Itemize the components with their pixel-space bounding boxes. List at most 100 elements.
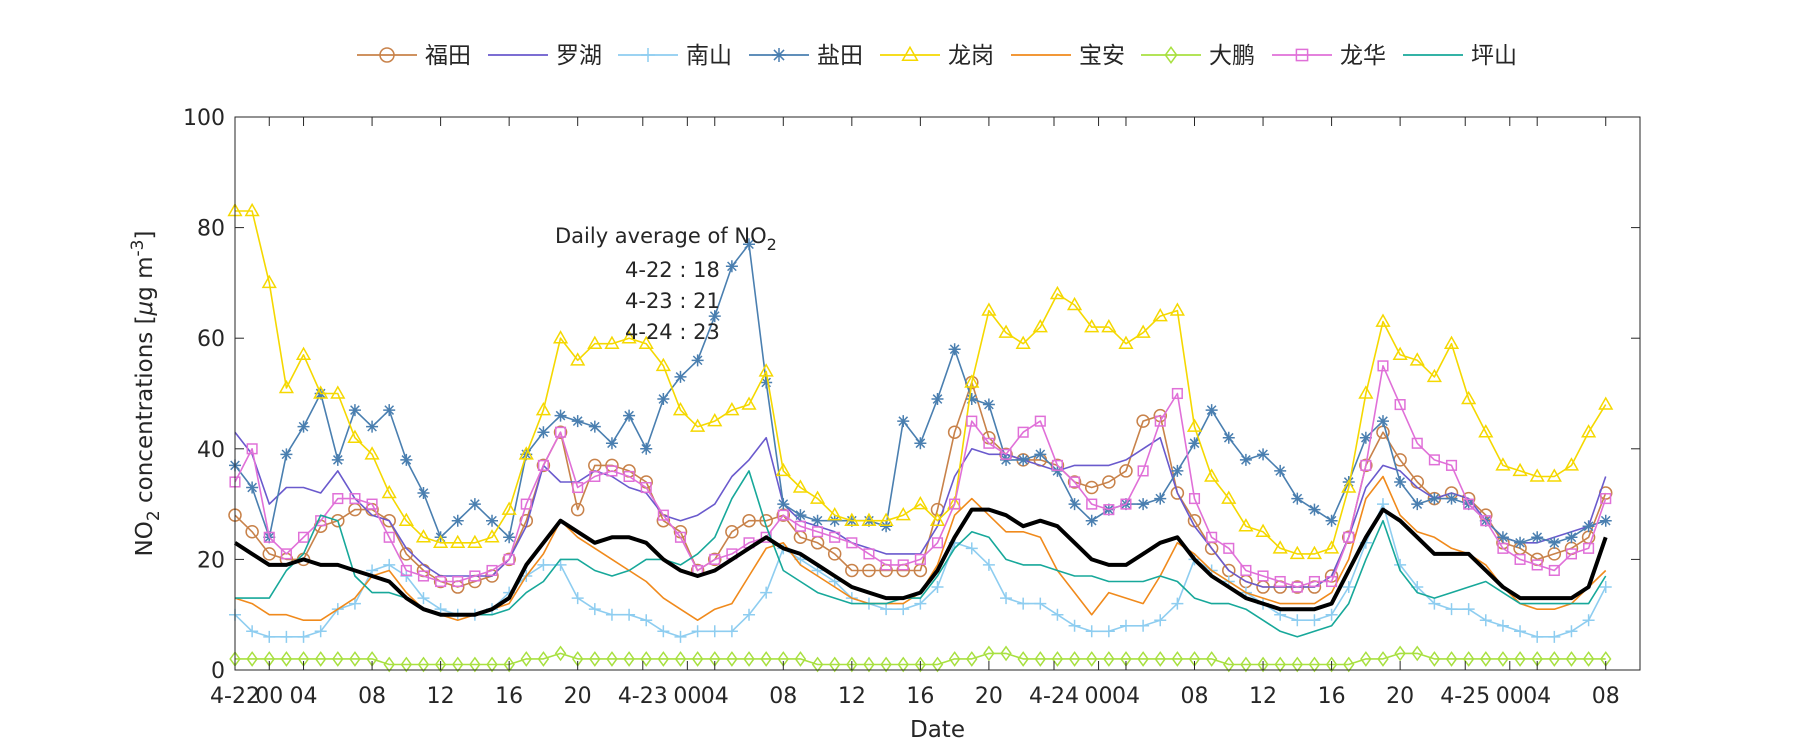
triangle-marker bbox=[1375, 313, 1391, 327]
triangle-marker bbox=[741, 396, 757, 410]
diamond-marker bbox=[1164, 46, 1178, 64]
triangle-marker bbox=[844, 512, 860, 526]
asterisk-marker bbox=[417, 487, 430, 500]
circle-marker bbox=[1084, 480, 1099, 495]
triangle-marker bbox=[912, 495, 928, 510]
plus-marker bbox=[1462, 603, 1475, 616]
square-marker bbox=[452, 575, 464, 588]
diamond-marker bbox=[1514, 651, 1526, 667]
triangle-marker bbox=[1032, 319, 1048, 333]
triangle-marker bbox=[587, 335, 603, 349]
annotation-line-4-22: 4-22 : 18 bbox=[625, 258, 720, 282]
square-marker bbox=[1583, 542, 1595, 554]
diamond-marker bbox=[931, 656, 944, 673]
triangle-marker bbox=[758, 363, 774, 377]
x-tick-label: 16 bbox=[495, 684, 523, 709]
plus-marker bbox=[743, 608, 756, 621]
square-marker bbox=[297, 531, 310, 543]
asterisk-marker bbox=[1531, 531, 1544, 544]
square-marker bbox=[1326, 575, 1338, 588]
plus-marker bbox=[1479, 614, 1492, 627]
triangle-marker bbox=[1289, 545, 1305, 560]
circle-marker bbox=[1067, 475, 1082, 489]
triangle-marker bbox=[1135, 324, 1151, 338]
diamond-marker bbox=[828, 656, 841, 673]
series-10 bbox=[233, 507, 1608, 617]
diamond-marker bbox=[1017, 651, 1029, 667]
square-marker bbox=[777, 509, 789, 521]
asterisk-marker bbox=[588, 420, 601, 433]
triangle-marker bbox=[1066, 296, 1083, 311]
x-tick-label: 00 bbox=[1085, 684, 1113, 709]
x-tick-label: 4-24 bbox=[1029, 684, 1079, 709]
square-marker bbox=[1137, 465, 1149, 477]
triangle-marker bbox=[1529, 468, 1545, 482]
triangle-marker bbox=[1598, 396, 1614, 410]
diamond-marker bbox=[948, 651, 961, 667]
asterisk-marker bbox=[1394, 475, 1407, 488]
square-marker bbox=[1120, 498, 1132, 510]
square-marker bbox=[863, 548, 875, 560]
square-marker bbox=[1480, 515, 1492, 527]
y-tick-label: 100 bbox=[183, 106, 225, 131]
plus-marker bbox=[246, 625, 259, 638]
triangle-marker bbox=[929, 512, 946, 526]
circle-marker bbox=[1136, 414, 1150, 428]
asterisk-marker bbox=[1085, 514, 1098, 527]
square-marker bbox=[1240, 564, 1252, 577]
diamond-marker bbox=[1240, 656, 1252, 673]
asterisk-marker bbox=[794, 509, 807, 522]
x-tick-label: 00 bbox=[673, 684, 701, 709]
x-tick-label: 20 bbox=[1386, 684, 1414, 709]
triangle-marker bbox=[1049, 285, 1066, 300]
legend-item: 盐田 bbox=[749, 43, 863, 69]
triangle-marker bbox=[278, 379, 294, 394]
square-marker bbox=[1514, 553, 1526, 565]
diamond-marker bbox=[640, 651, 652, 667]
legend-item: 龙岗 bbox=[880, 43, 994, 69]
plus-marker bbox=[383, 558, 396, 571]
square-marker bbox=[1497, 542, 1509, 554]
square-marker bbox=[1445, 459, 1458, 471]
plus-marker bbox=[1496, 619, 1509, 632]
asterisk-marker bbox=[725, 260, 738, 273]
asterisk-marker bbox=[760, 376, 773, 389]
triangle-marker bbox=[518, 446, 534, 460]
triangle-marker bbox=[1341, 479, 1357, 493]
square-marker bbox=[1295, 48, 1309, 62]
x-tick-label: 16 bbox=[906, 684, 934, 709]
circle-marker bbox=[1119, 464, 1133, 478]
x-tick-label: 20 bbox=[975, 684, 1003, 709]
diamond-marker bbox=[1582, 651, 1595, 667]
square-marker bbox=[280, 548, 292, 560]
x-tick-label: 4-25 bbox=[1440, 684, 1490, 709]
x-tick-label: 12 bbox=[838, 684, 866, 709]
square-marker bbox=[1308, 575, 1321, 588]
asterisk-marker bbox=[1274, 464, 1287, 477]
square-marker bbox=[897, 559, 909, 571]
square-marker bbox=[400, 564, 412, 577]
square-marker bbox=[829, 531, 841, 543]
x-tick-label: 04 bbox=[290, 684, 318, 709]
y-tick-label: 80 bbox=[197, 217, 225, 242]
asterisk-marker bbox=[605, 437, 618, 450]
triangle-marker bbox=[1409, 352, 1425, 366]
legend-label: 坪山 bbox=[1471, 43, 1517, 69]
triangle-marker bbox=[552, 330, 569, 344]
triangle-marker bbox=[1563, 457, 1580, 471]
diamond-marker bbox=[863, 656, 875, 673]
diamond-marker bbox=[880, 656, 892, 673]
square-marker bbox=[1171, 387, 1183, 400]
square-marker bbox=[1463, 498, 1475, 510]
asterisk-marker bbox=[1496, 531, 1509, 544]
legend-item: 罗湖 bbox=[488, 43, 602, 69]
plus-marker bbox=[1565, 625, 1578, 638]
square-marker bbox=[931, 537, 944, 549]
triangle-marker bbox=[1323, 540, 1340, 554]
asterisk-marker bbox=[772, 48, 786, 62]
square-marker bbox=[880, 559, 892, 571]
y-tick-label: 60 bbox=[197, 327, 225, 352]
square-marker bbox=[1360, 459, 1372, 471]
triangle-marker bbox=[1101, 319, 1117, 333]
